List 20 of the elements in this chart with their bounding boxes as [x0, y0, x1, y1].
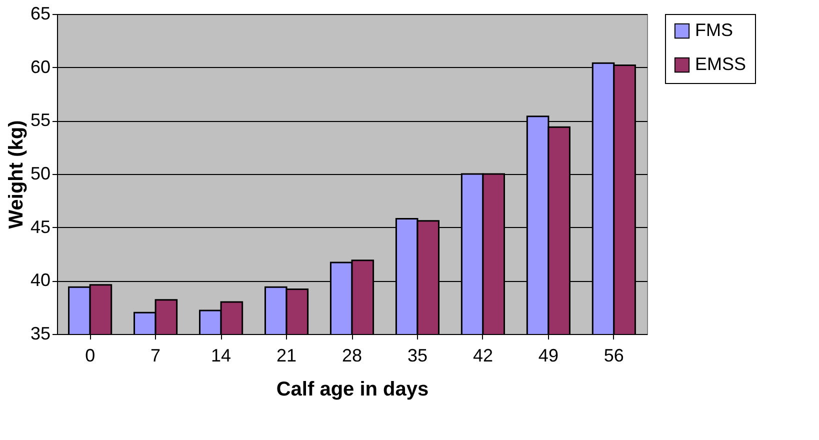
y-tick-label: 60	[30, 56, 50, 77]
x-tick-label: 35	[407, 346, 428, 366]
x-axis-title: Calf age in days	[276, 378, 429, 400]
y-tick-label: 65	[30, 4, 50, 24]
x-tick-label: 0	[85, 346, 96, 366]
x-tick-label: 21	[276, 346, 297, 366]
legend-label: FMS	[695, 20, 733, 40]
x-tick-label: 28	[342, 346, 362, 366]
x-tick-label: 7	[150, 346, 161, 366]
y-tick-label: 55	[30, 110, 50, 130]
y-tick-label: 50	[30, 164, 50, 184]
x-tick-label: 49	[538, 346, 558, 366]
legend-label: EMSS	[695, 54, 746, 74]
y-tick-label: 35	[30, 324, 50, 344]
x-tick-label: 56	[604, 346, 624, 366]
x-tick-label: 42	[472, 346, 493, 366]
x-tick-label: 14	[211, 346, 232, 366]
y-axis-title: Weight (kg)	[5, 120, 28, 229]
y-tick-label: 40	[30, 270, 50, 290]
y-tick-label: 45	[30, 216, 50, 237]
